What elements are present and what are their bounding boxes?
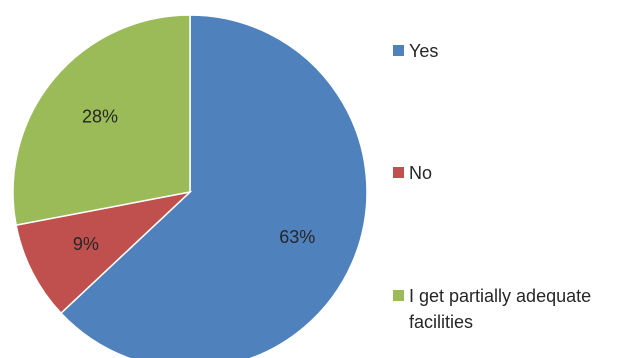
pie-slice-yes xyxy=(59,14,368,358)
legend-label-yes: Yes xyxy=(409,41,439,61)
data-label-partial: 28% xyxy=(82,106,118,126)
legend-swatch-partial xyxy=(393,290,404,301)
legend-label-partial: I get partially adequate facilities xyxy=(409,286,592,332)
data-label-no: 9% xyxy=(73,234,99,254)
legend-swatch-yes xyxy=(393,45,404,56)
legend-item-yes: Yes xyxy=(393,40,628,64)
legend-label-no: No xyxy=(409,163,433,183)
legend-item-partial: I get partially adequate facilities xyxy=(393,285,628,335)
pie-slice-no xyxy=(15,190,193,315)
pie-slice-partial xyxy=(12,14,191,227)
pie-chart: 63% 9% 28% xyxy=(12,14,368,358)
legend-swatch-no xyxy=(393,167,404,178)
data-label-yes: 63% xyxy=(279,227,315,247)
legend: Yes No I get partially adequate faciliti… xyxy=(393,0,628,358)
legend-item-no: No xyxy=(393,162,628,186)
